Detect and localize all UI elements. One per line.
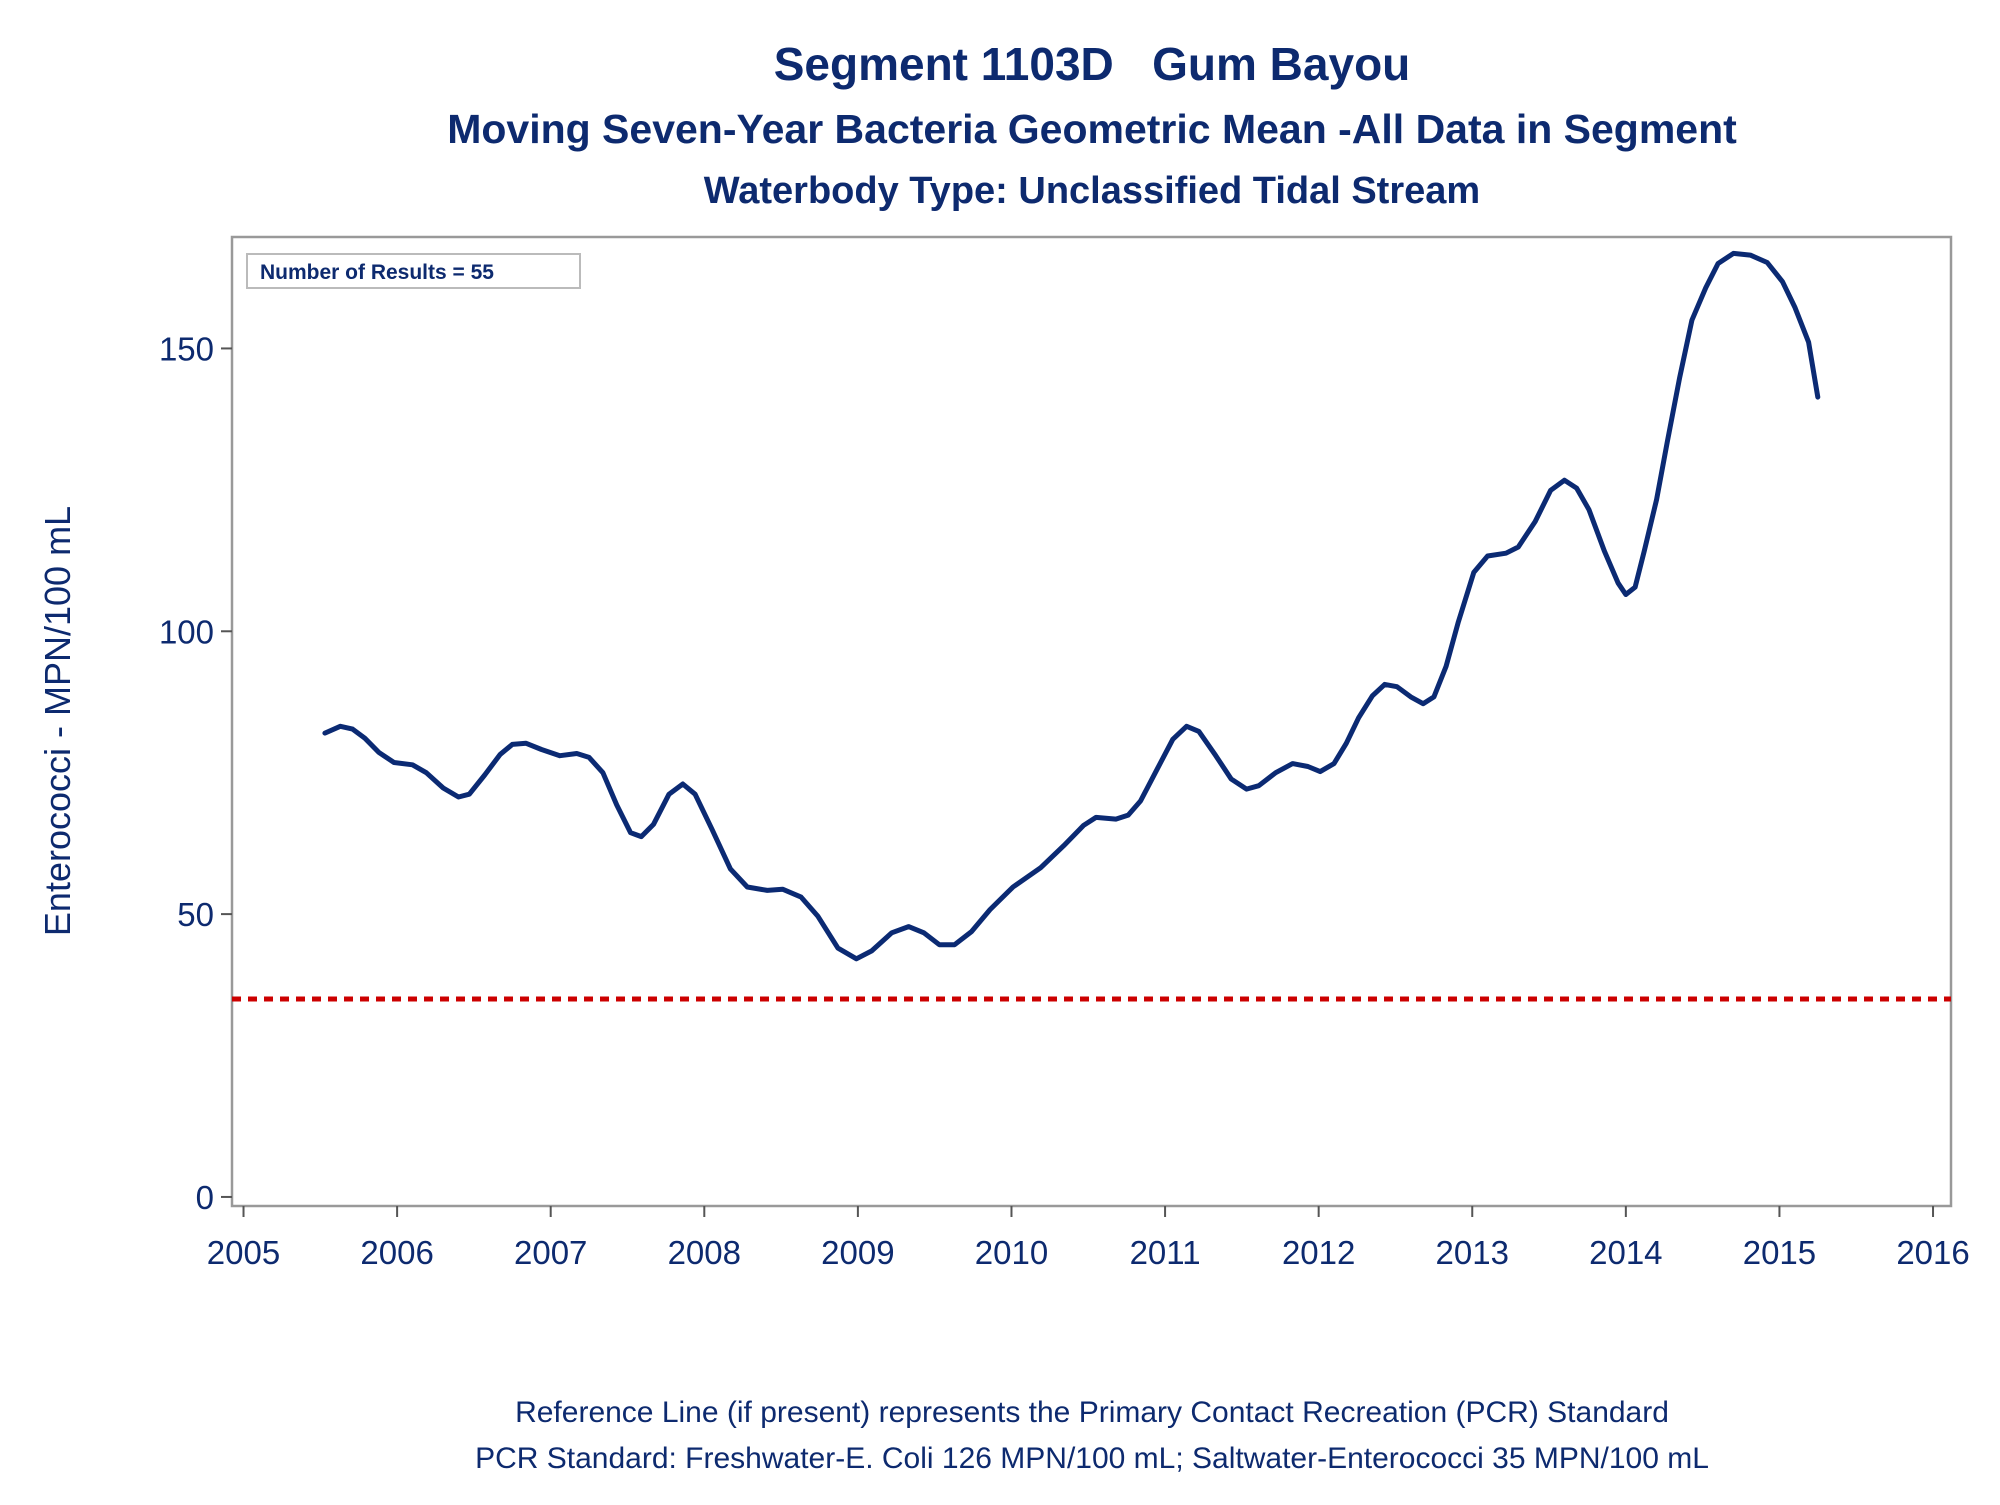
x-tick-label: 2012 (1282, 1234, 1355, 1271)
x-tick-label: 2011 (1130, 1234, 1201, 1271)
y-tick-label: 0 (196, 1179, 214, 1216)
x-tick-label: 2005 (207, 1234, 280, 1271)
y-tick-label: 50 (177, 896, 214, 933)
x-tick-label: 2010 (975, 1234, 1048, 1271)
x-tick-label: 2016 (1896, 1234, 1969, 1271)
y-tick-label: 150 (159, 330, 214, 367)
x-tick-label: 2009 (821, 1234, 894, 1271)
x-tick-label: 2008 (668, 1234, 741, 1271)
data-line (322, 250, 1821, 962)
x-tick-label: 2013 (1436, 1234, 1509, 1271)
annotation-box (246, 253, 581, 289)
y-axis-label: Enterococci - MPN/100 mL (37, 506, 78, 936)
x-tick-label: 2014 (1589, 1234, 1662, 1271)
x-tick-label: 2006 (360, 1234, 433, 1271)
y-tick-label: 100 (159, 613, 214, 650)
chart-subtitle: Moving Seven-Year Bacteria Geometric Mea… (447, 106, 1737, 152)
plot-frame (230, 235, 1953, 1208)
annotation: Number of Results = 55 (260, 261, 494, 284)
x-tick-label: 2007 (514, 1234, 587, 1271)
footnote: PCR Standard: Freshwater-E. Coli 126 MPN… (475, 1442, 1709, 1475)
x-tick-label: 2015 (1743, 1234, 1816, 1271)
chart-subtitle: Waterbody Type: Unclassified Tidal Strea… (704, 170, 1480, 212)
chart-title: Segment 1103D Gum Bayou (774, 38, 1411, 90)
footnote: Reference Line (if present) represents t… (515, 1396, 1669, 1429)
